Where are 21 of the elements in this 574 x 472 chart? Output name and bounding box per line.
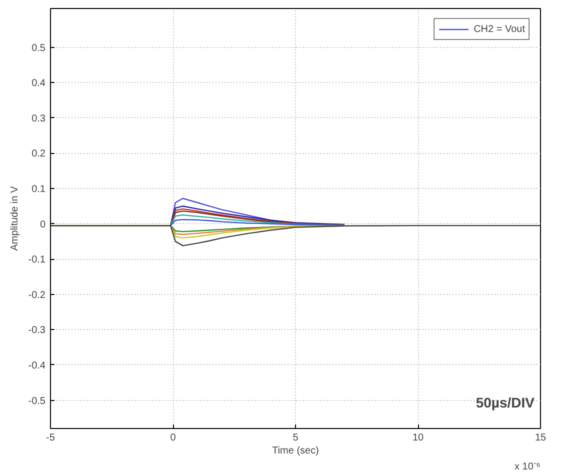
x-tick-label: 5 xyxy=(292,432,299,444)
y-tick-label: -0.4 xyxy=(28,360,46,372)
x-tick-label: -5 xyxy=(46,432,56,444)
y-tick-label: -0.2 xyxy=(28,290,46,301)
x-tick-label: 15 xyxy=(534,432,546,444)
legend-label: CH2 = Vout xyxy=(474,23,525,35)
y-axis-title: Amplitude in V xyxy=(9,186,20,251)
text: x 10⁻⁶ xyxy=(514,462,541,472)
y-tick-label: 0.4 xyxy=(32,78,46,90)
y-tick-label: -0.3 xyxy=(28,325,46,336)
y-tick-label: 0.1 xyxy=(32,184,46,195)
x-tick-label: 10 xyxy=(412,432,424,444)
x-axis-title: Time (sec) xyxy=(272,446,319,456)
y-tick-label: 0.3 xyxy=(32,113,46,124)
y-tick-label: -0.5 xyxy=(28,396,46,407)
x-tick-label: 0 xyxy=(170,432,176,444)
y-tick-label: 0 xyxy=(40,219,46,230)
annotation: 50µs/DIV xyxy=(476,394,536,410)
y-tick-label: -0.1 xyxy=(28,254,46,266)
y-tick-label: 0.2 xyxy=(32,148,46,160)
y-tick-label: 0.5 xyxy=(32,42,46,54)
